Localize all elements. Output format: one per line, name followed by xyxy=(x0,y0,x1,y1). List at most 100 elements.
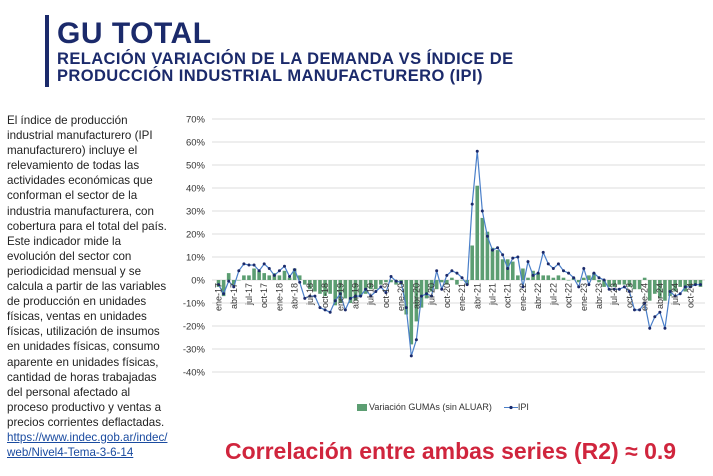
x-tick-label: jul-23 xyxy=(609,283,619,306)
bar xyxy=(379,280,383,285)
bar xyxy=(318,280,322,294)
bar xyxy=(445,280,449,285)
ipi-point xyxy=(354,294,358,298)
bar xyxy=(409,280,414,345)
bar xyxy=(343,280,348,299)
ipi-point xyxy=(318,306,322,310)
x-tick-label: ene-18 xyxy=(274,283,284,311)
bar xyxy=(632,280,637,290)
bar xyxy=(658,280,662,299)
x-tick-label: oct-22 xyxy=(564,283,574,308)
page-subtitle: RELACIÓN VARIACIÓN DE LA DEMANDA VS ÍNDI… xyxy=(57,50,514,85)
ipi-point xyxy=(348,296,352,300)
y-tick-label: -30% xyxy=(183,345,206,356)
x-tick-label: jul-21 xyxy=(487,283,497,306)
bar xyxy=(373,280,378,290)
x-tick-label: jul-18 xyxy=(305,283,315,306)
ipi-point xyxy=(490,248,494,252)
ipi-point xyxy=(298,280,302,284)
ipi-point xyxy=(227,279,231,283)
y-tick-label: 20% xyxy=(186,230,206,241)
bar xyxy=(551,277,556,280)
x-tick-label: ene-21 xyxy=(457,283,467,311)
bar xyxy=(637,280,642,290)
bar xyxy=(424,280,429,299)
ipi-point xyxy=(698,283,702,287)
ipi-point xyxy=(627,290,631,293)
bar xyxy=(353,280,358,301)
ipi-point xyxy=(343,308,347,312)
ipi-point xyxy=(485,234,489,238)
bar xyxy=(282,270,287,280)
ipi-point xyxy=(440,287,444,291)
bar xyxy=(252,268,256,280)
ipi-point xyxy=(242,262,246,266)
description-paragraph-2: Este indicador mide la evolución del sec… xyxy=(7,234,167,429)
ipi-point xyxy=(333,299,337,303)
y-tick-label: 10% xyxy=(186,253,206,264)
bar xyxy=(287,277,292,280)
x-tick-label: ene-19 xyxy=(335,283,345,311)
x-tick-label: ene-20 xyxy=(396,283,406,311)
bar xyxy=(693,280,698,285)
ipi-point xyxy=(612,287,616,291)
bar xyxy=(434,280,439,290)
bar xyxy=(485,231,490,280)
y-tick-label: 50% xyxy=(186,161,206,172)
bar xyxy=(292,268,297,280)
ipi-point xyxy=(470,202,474,206)
bar xyxy=(663,280,667,301)
bar xyxy=(358,280,363,297)
ipi-point xyxy=(252,263,256,267)
ipi-point xyxy=(217,283,221,287)
y-tick-label: -40% xyxy=(183,368,206,379)
ipi-point xyxy=(374,290,378,293)
ipi-point xyxy=(430,294,434,298)
ipi-point xyxy=(668,290,672,293)
bar xyxy=(277,275,282,280)
y-tick-label: 30% xyxy=(186,207,206,218)
ipi-point xyxy=(526,260,530,264)
bar xyxy=(338,280,343,303)
page-title: GU TOTAL xyxy=(57,17,212,50)
bar xyxy=(237,280,241,281)
x-tick-label: abr-24 xyxy=(655,283,665,309)
ipi-point xyxy=(404,306,408,310)
ipi-point xyxy=(384,291,388,295)
bar xyxy=(495,250,500,280)
x-tick-label: jul-19 xyxy=(366,283,376,306)
ipi-point xyxy=(551,267,555,270)
ipi-point xyxy=(409,354,413,358)
bar xyxy=(313,280,317,292)
bar xyxy=(622,280,627,285)
bar xyxy=(262,273,266,280)
bar xyxy=(576,280,581,283)
x-tick-label: abr-19 xyxy=(351,283,361,309)
ipi-point xyxy=(536,271,540,275)
bar xyxy=(257,270,261,280)
ipi-point xyxy=(567,271,571,275)
ipi-point xyxy=(450,269,454,273)
bar xyxy=(612,280,617,287)
bar xyxy=(561,277,566,280)
bar xyxy=(368,280,373,290)
bar xyxy=(302,280,307,285)
ipi-point xyxy=(633,308,637,312)
ipi-point xyxy=(658,310,662,314)
x-tick-label: abr-22 xyxy=(533,283,543,309)
indec-link[interactable]: https://www.indec.gob.ar/indec/web/Nivel… xyxy=(7,430,168,460)
ipi-point xyxy=(516,255,520,259)
chart-legend: Variación GUMAs (sin ALUAR) IPI xyxy=(357,402,529,412)
ipi-point xyxy=(678,292,682,296)
x-tick-label: ene-23 xyxy=(579,283,589,311)
bar xyxy=(429,280,434,292)
y-tick-label: -20% xyxy=(183,322,206,333)
ipi-point xyxy=(693,283,697,287)
bar xyxy=(414,280,419,322)
ipi-point xyxy=(379,285,383,289)
ipi-point xyxy=(673,294,677,298)
bar xyxy=(363,280,368,294)
title-accent-bar xyxy=(45,15,49,87)
bar xyxy=(516,275,520,280)
bar xyxy=(450,277,454,280)
